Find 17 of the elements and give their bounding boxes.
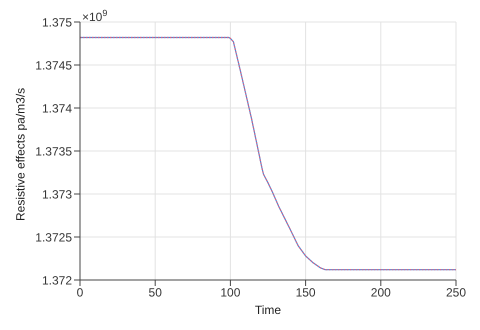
y-tick-label: 1.3725 xyxy=(35,230,72,244)
annotation: ×10$^{9}$ xyxy=(82,8,108,24)
x-tick-label: 50 xyxy=(148,286,162,300)
y-tick-label: 1.375 xyxy=(42,15,72,30)
y-tick-label: 1.3735 xyxy=(35,144,72,158)
x-tick-label: 0 xyxy=(76,286,84,300)
x-tick-label: 150 xyxy=(296,286,316,300)
y-tick-label: 1.374 xyxy=(42,101,72,116)
y-tick-label: 1.372 xyxy=(42,273,72,288)
x-tick-label: 100 xyxy=(220,286,241,300)
y-tick-label: 1.3745 xyxy=(35,58,72,72)
y-axis-title: Resistive effects pa/m3/s xyxy=(13,88,28,221)
x-axis-title: Time xyxy=(254,303,282,317)
x-tick-label: 200 xyxy=(370,286,392,300)
line-series xyxy=(80,36,456,270)
x-tick-label: 250 xyxy=(446,286,466,300)
y-tick-label: 1.373 xyxy=(42,187,72,202)
